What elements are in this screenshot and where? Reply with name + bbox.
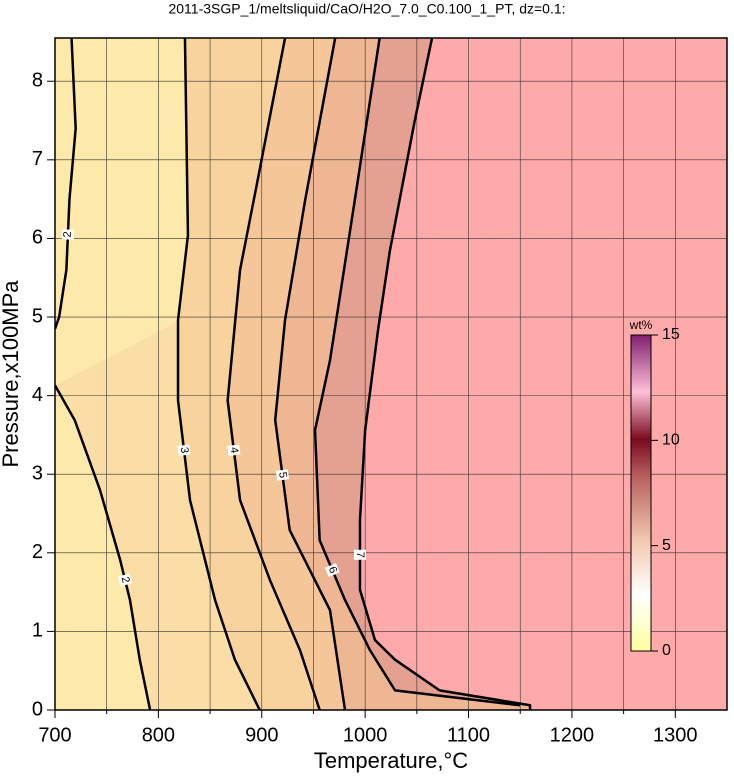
contour-label-bg [118, 573, 133, 587]
x-tick-label: 800 [142, 724, 175, 746]
plot-frame [54, 37, 728, 711]
contour-line [55, 384, 152, 710]
colorbar-tick-label: 0 [662, 642, 671, 659]
colorbar-label: wt% [629, 318, 653, 332]
x-tick-label: 1200 [550, 724, 595, 746]
contour-line [313, 38, 521, 707]
x-tick-label: 1000 [343, 724, 388, 746]
contour-label-bg [61, 229, 75, 240]
contour-label: 5 [276, 471, 289, 479]
chart-title: 2011-3SGP_1/meltsliquid/CaO/H2O_7.0_C0.1… [168, 1, 565, 17]
x-tick-label: 700 [38, 724, 71, 746]
x-tick-label: 1100 [447, 724, 490, 746]
x-tick-label: 900 [245, 724, 278, 746]
colorbar [630, 334, 652, 652]
contour-label-bg [227, 444, 241, 456]
y-tick-label: 1 [32, 620, 43, 642]
colorbar-tick-label: 5 [662, 537, 671, 554]
contour-label-bg [177, 444, 191, 456]
contour-label-bg [275, 469, 290, 481]
y-tick-label: 6 [32, 227, 43, 249]
y-tick-label: 3 [32, 462, 43, 484]
contour-label: 6 [326, 565, 339, 575]
contour-label-bg [353, 549, 366, 560]
y-tick-label: 5 [32, 305, 43, 327]
contour-label: 2 [119, 575, 132, 584]
y-tick-label: 7 [32, 148, 43, 170]
y-axis-label: Pressure,x100MPa [0, 280, 23, 468]
contour-line [273, 38, 347, 710]
contour-label: 3 [178, 446, 191, 454]
contour-label: 7 [354, 552, 366, 558]
x-axis-label: Temperature,°C [314, 748, 468, 773]
contour-label: 2 [62, 231, 74, 238]
contour-label: 4 [228, 446, 241, 454]
contour-label-bg [324, 563, 340, 578]
y-tick-label: 2 [32, 541, 43, 563]
y-tick-label: 0 [32, 698, 43, 720]
y-tick-label: 4 [32, 384, 43, 406]
contour-fill [359, 38, 727, 710]
x-tick-label: 1300 [653, 724, 698, 746]
y-tick-label: 8 [32, 70, 43, 92]
contour-lines: 2 2 3 4 5 6 7 [55, 38, 532, 710]
colorbar-tick-label: 10 [662, 432, 680, 449]
colorbar-tick-label: 15 [662, 326, 680, 343]
